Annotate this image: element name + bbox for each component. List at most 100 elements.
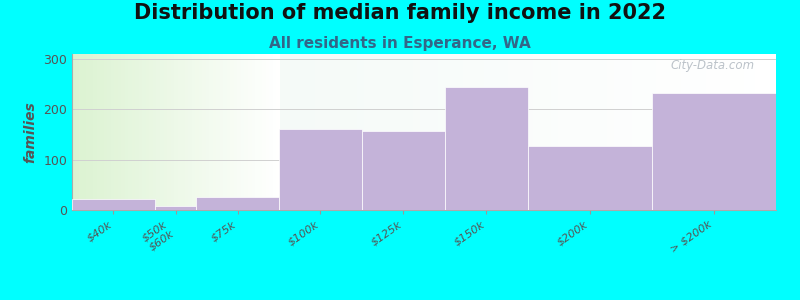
Bar [522, 54, 526, 210]
Bar [698, 54, 702, 210]
Bar [185, 54, 188, 210]
Bar [537, 54, 540, 210]
Bar [642, 54, 646, 210]
Bar [286, 54, 290, 210]
Bar [333, 54, 336, 210]
Bar [157, 54, 160, 210]
Bar [572, 54, 575, 210]
Bar [269, 54, 273, 210]
Bar [150, 54, 153, 210]
Bar [417, 54, 421, 210]
Bar [223, 54, 227, 210]
Bar [632, 54, 635, 210]
Bar [245, 54, 248, 210]
Bar [505, 54, 509, 210]
Bar [308, 54, 311, 210]
Bar [196, 197, 279, 210]
Bar [251, 54, 255, 210]
Bar [276, 54, 280, 210]
Bar [255, 54, 258, 210]
Bar [621, 54, 625, 210]
Bar [734, 54, 738, 210]
Bar [610, 54, 614, 210]
Bar [301, 54, 304, 210]
Bar [590, 54, 593, 210]
Bar [170, 54, 174, 210]
Bar [273, 54, 276, 210]
Bar [766, 54, 769, 210]
Bar [146, 54, 150, 210]
Bar [445, 54, 449, 210]
Bar [132, 54, 135, 210]
Bar [614, 54, 618, 210]
Bar [72, 199, 155, 210]
Bar [681, 54, 685, 210]
Bar [449, 54, 452, 210]
Bar [547, 54, 550, 210]
Bar [86, 54, 90, 210]
Bar [125, 54, 128, 210]
Bar [452, 54, 456, 210]
Bar [414, 54, 417, 210]
Bar [90, 54, 93, 210]
Bar [424, 54, 427, 210]
Bar [336, 54, 339, 210]
Bar [202, 54, 206, 210]
Bar [326, 54, 329, 210]
Y-axis label: families: families [24, 101, 38, 163]
Bar [181, 54, 185, 210]
Bar [128, 54, 132, 210]
Bar [93, 54, 97, 210]
Bar [726, 54, 730, 210]
Bar [484, 54, 487, 210]
Bar [466, 54, 470, 210]
Bar [195, 54, 198, 210]
Bar [474, 54, 477, 210]
Bar [220, 54, 223, 210]
Text: All residents in Esperance, WA: All residents in Esperance, WA [269, 36, 531, 51]
Bar [670, 54, 674, 210]
Bar [399, 54, 403, 210]
Bar [603, 54, 607, 210]
Bar [410, 54, 414, 210]
Bar [294, 54, 298, 210]
Bar [442, 54, 445, 210]
Bar [702, 54, 706, 210]
Bar [230, 54, 234, 210]
Bar [628, 54, 632, 210]
Bar [135, 54, 139, 210]
Bar [600, 54, 603, 210]
Bar [357, 54, 361, 210]
Bar [459, 54, 462, 210]
Bar [346, 54, 350, 210]
Bar [374, 54, 378, 210]
Bar [406, 54, 410, 210]
Bar [515, 54, 519, 210]
Bar [716, 54, 720, 210]
Bar [198, 54, 202, 210]
Bar [738, 54, 741, 210]
Bar [579, 54, 582, 210]
Bar [498, 54, 502, 210]
Bar [104, 54, 107, 210]
Bar [227, 54, 230, 210]
Bar [562, 54, 565, 210]
Bar [234, 54, 238, 210]
Bar [730, 54, 734, 210]
Bar [153, 54, 157, 210]
Bar [462, 54, 466, 210]
Bar [512, 54, 515, 210]
Bar [509, 54, 512, 210]
Bar [378, 54, 382, 210]
Bar [758, 54, 762, 210]
Bar [652, 93, 776, 210]
Bar [392, 54, 396, 210]
Bar [79, 54, 82, 210]
Bar [248, 54, 251, 210]
Bar [748, 54, 751, 210]
Bar [362, 131, 445, 210]
Bar [582, 54, 586, 210]
Bar [723, 54, 726, 210]
Bar [667, 54, 670, 210]
Bar [519, 54, 522, 210]
